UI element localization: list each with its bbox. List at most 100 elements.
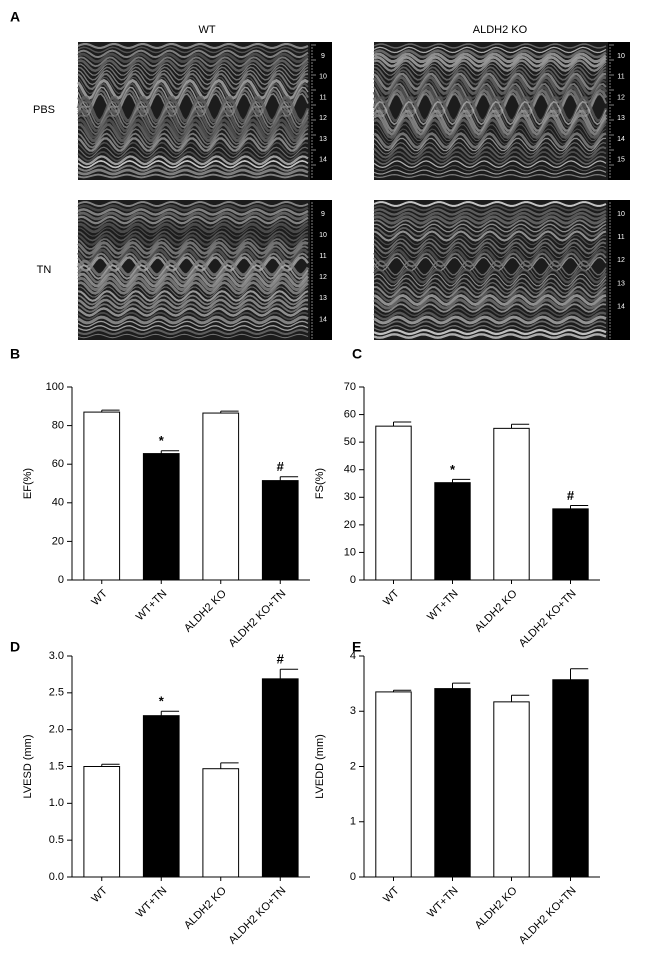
echo-trace [77, 241, 309, 255]
y-tick-label: 0 [350, 574, 356, 586]
echo-trace [373, 165, 607, 172]
ruler-label: 12 [617, 257, 625, 264]
echo-trace [373, 219, 607, 229]
y-tick-label: 30 [344, 491, 356, 503]
x-tick-label: ALDH2 KO [473, 587, 520, 634]
bar [202, 768, 240, 878]
y-tick-label: 10 [344, 546, 356, 558]
x-tick-label: WT [381, 587, 402, 608]
echo-trace [77, 114, 309, 136]
echo-trace [373, 59, 607, 72]
echo-trace [78, 123, 309, 142]
echo-trace [77, 312, 309, 320]
bar [261, 480, 299, 581]
y-tick-label: 2.5 [49, 687, 64, 699]
ruler-label: 9 [321, 53, 325, 60]
ruler-label: 11 [319, 253, 326, 260]
echo-trace [373, 132, 607, 149]
x-tick-label: ALDH2 KO+TN [227, 588, 289, 650]
echo-trace [373, 43, 607, 49]
y-tick-label: 20 [344, 519, 356, 531]
annotation: * [159, 433, 165, 448]
echo-trace [77, 201, 309, 207]
x-tick-label: WT+TN [134, 885, 170, 921]
echo-trace [77, 268, 309, 284]
ruler-label: 11 [319, 94, 326, 101]
panel-label: D [10, 639, 20, 655]
echo-trace [373, 142, 607, 155]
echo-trace [373, 211, 607, 221]
echo-trace [373, 303, 607, 313]
echo-trace [373, 208, 607, 216]
ruler [608, 42, 630, 180]
echo-trace [373, 204, 607, 212]
ruler-label: 11 [617, 74, 624, 81]
echo-trace [77, 141, 309, 155]
echo-trace [373, 215, 607, 225]
ruler-label: 13 [319, 136, 327, 143]
echo-trace [373, 315, 607, 325]
echo-trace [373, 320, 607, 328]
echo-trace [373, 234, 607, 246]
echo-trace [373, 151, 607, 162]
y-tick-label: 3 [350, 705, 356, 717]
bar [261, 678, 299, 878]
x-tick-label: WT+TN [134, 588, 170, 624]
echo-trace [77, 155, 309, 166]
echo-trace [77, 105, 309, 129]
echo-trace [77, 320, 309, 328]
row-label: TN [37, 264, 52, 276]
echo-trace [77, 146, 309, 159]
echo-trace [373, 46, 607, 54]
y-tick-label: 20 [52, 535, 64, 547]
bar [375, 425, 412, 581]
echo-trace [373, 325, 607, 331]
annotation: # [277, 652, 285, 667]
row-label: PBS [33, 104, 55, 116]
echo-trace [77, 238, 309, 250]
echo-trace [77, 160, 309, 169]
echo-trace [373, 223, 607, 233]
echo-trace [77, 208, 309, 216]
echo-trace [373, 238, 607, 250]
echo-trace [373, 146, 607, 159]
echo-trace [373, 328, 607, 336]
annotation: # [277, 459, 285, 474]
echo-trace [77, 252, 309, 268]
bar [202, 412, 240, 581]
echo-trace [373, 113, 608, 136]
bar [434, 482, 471, 581]
x-tick-label: ALDH2 KO+TN [517, 588, 579, 650]
echo-trace [373, 333, 607, 339]
ruler-label: 10 [319, 74, 327, 81]
y-tick-label: 40 [344, 464, 356, 476]
ruler-label: 13 [617, 115, 625, 122]
echo-trace [373, 252, 607, 268]
echo-trace [77, 72, 309, 90]
echo-trace [76, 259, 310, 277]
x-tick-label: ALDH2 KO+TN [517, 885, 579, 947]
echo-trace [373, 260, 607, 276]
echo-trace [373, 307, 607, 317]
echo-trace [373, 290, 607, 302]
annotation: # [567, 488, 575, 503]
echo-trace [77, 100, 309, 126]
ruler-label: 9 [321, 211, 325, 218]
bar [142, 453, 180, 581]
y-tick-label: 40 [52, 497, 64, 509]
echo-trace [373, 298, 607, 310]
echo-trace [77, 230, 309, 242]
echo-trace [373, 109, 608, 132]
x-tick-label: ALDH2 KO [182, 587, 229, 634]
echo-trace [373, 264, 607, 280]
ruler-label: 15 [617, 156, 625, 163]
echo-trace [77, 227, 309, 237]
y-axis-label: FS(%) [314, 468, 326, 499]
echo-trace [373, 55, 607, 68]
echo-trace [77, 328, 309, 336]
echo-trace [373, 230, 607, 242]
echo-trace [77, 256, 309, 272]
echo-trace [78, 286, 309, 298]
y-tick-label: 1 [350, 816, 356, 828]
echo-trace [373, 226, 607, 238]
